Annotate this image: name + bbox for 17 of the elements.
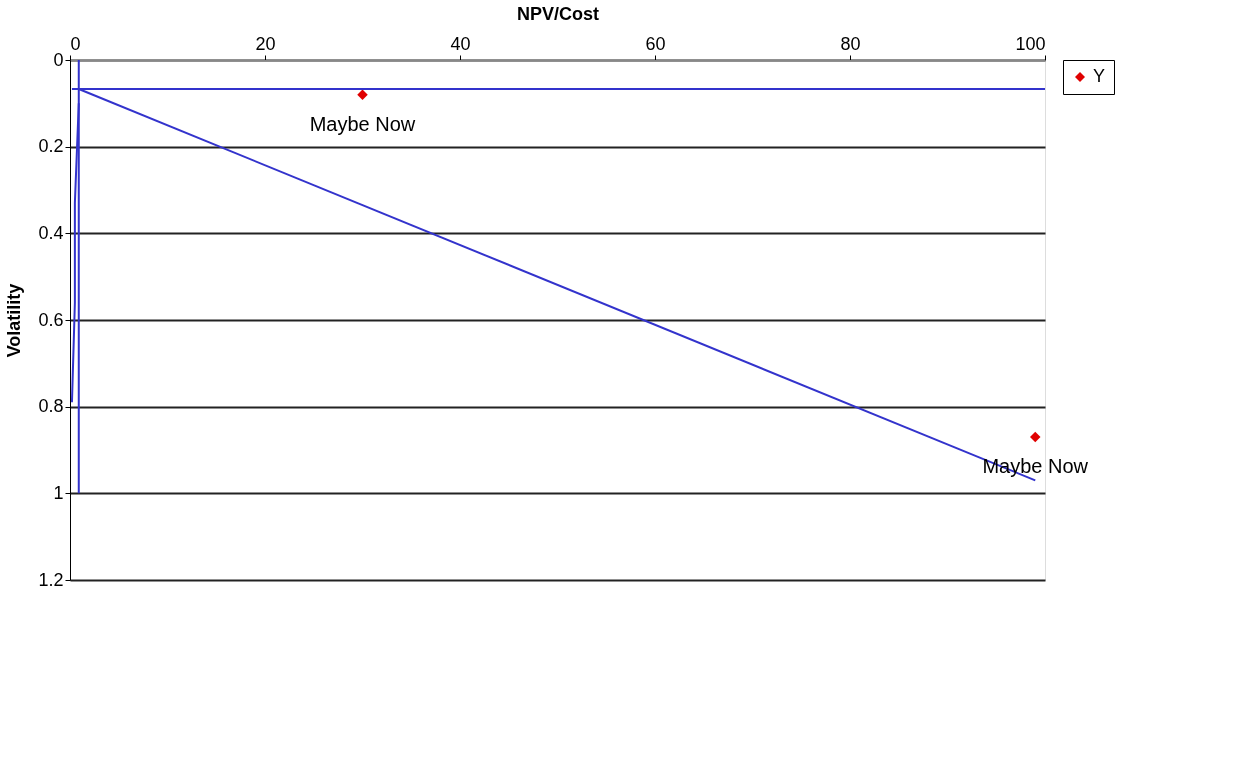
y-tick-label: 0	[53, 49, 64, 70]
x-tick-label: 40	[450, 33, 471, 54]
x-axis-title: NPV/Cost	[516, 3, 600, 24]
y-tick-label: 0.6	[38, 309, 64, 330]
x-tick-label: 0	[70, 33, 81, 54]
x-tick-label: 60	[645, 33, 666, 54]
y-axis-title: Volatility	[4, 283, 25, 358]
y-tick-label: 0.8	[38, 396, 64, 417]
x-tick-label: 100	[1015, 33, 1046, 54]
y-tick-label: 0.2	[38, 136, 64, 157]
y-tick-label: 1	[53, 482, 64, 503]
y-tick-label: 1.2	[38, 569, 64, 590]
legend-label: Y	[1093, 66, 1106, 86]
annotation: Maybe Now	[309, 112, 416, 135]
x-tick-label: 80	[840, 33, 861, 54]
x-tick-label: 20	[255, 33, 276, 54]
y-tick-label: 0.4	[38, 222, 64, 243]
